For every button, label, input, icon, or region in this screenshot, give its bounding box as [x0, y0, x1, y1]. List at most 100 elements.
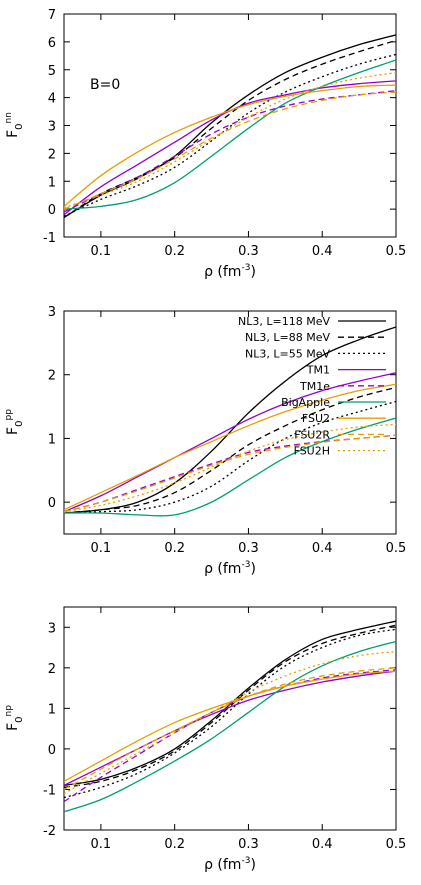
- y-tick-label-pp: 1: [48, 432, 56, 447]
- series-line-nl3-l-118-mev-nn: [64, 34, 396, 219]
- y-ticks-nn: -1 0 1 2 3 4 5 6 7: [43, 8, 396, 246]
- series-line-nl3-l-88-mev-np: [64, 624, 396, 789]
- x-tick-label-nn: 0.1: [91, 244, 112, 259]
- series-line-tm1e-np: [64, 669, 396, 803]
- y-tick-label-pp: 3: [48, 305, 56, 320]
- series-line-tm1-nn: [64, 80, 396, 216]
- series-line-tm1-np: [64, 670, 396, 786]
- series-line-fsu2r-np: [64, 667, 396, 791]
- y-axis-label-pp: F0pp: [4, 409, 25, 435]
- x-tick-label-pp: 0.2: [164, 541, 185, 556]
- series-line-fsu2-np: [64, 670, 396, 782]
- x-tick-label-nn: 0.3: [238, 244, 259, 259]
- y-label-sub-pp: 0: [14, 421, 25, 427]
- legend-label: FSU2: [302, 412, 330, 425]
- series-line-fsu2r-pp: [64, 434, 396, 513]
- y-tick-label-np: 2: [48, 662, 56, 677]
- y-axis-label-nn: F0nn: [4, 112, 25, 138]
- series-line-nl3-l-55-mev-pp: [64, 400, 396, 514]
- x-tick-label-np: 0.5: [386, 837, 407, 852]
- legend-label: FSU2H: [294, 445, 330, 458]
- legend-label: NL3, L=88 MeV: [245, 331, 330, 344]
- series-line-bigapple-np: [64, 640, 396, 813]
- y-label-base-nn: F: [5, 130, 21, 138]
- x-tick-label-nn: 0.4: [312, 244, 333, 259]
- y-label-sub-nn: 0: [14, 123, 25, 129]
- y-tick-label-np: -2: [43, 824, 56, 839]
- x-label-base-pp: ρ (fm: [204, 561, 241, 577]
- legend-label: FSU2R: [294, 428, 330, 441]
- y-tick-label-nn: 1: [48, 175, 56, 190]
- y-label-sub-np: 0: [14, 716, 25, 722]
- legend-label: NL3, L=55 MeV: [245, 347, 330, 360]
- series-line-fsu2r-nn: [64, 91, 396, 210]
- series-line-fsu2-nn: [64, 84, 396, 207]
- series-lines-pp: [64, 326, 396, 517]
- plot-frame-pp: [63, 310, 397, 535]
- x-tick-label-pp: 0.1: [91, 541, 112, 556]
- series-line-tm1e-pp: [64, 434, 396, 513]
- series-line-nl3-l-55-mev-np: [64, 628, 396, 799]
- x-tick-label-pp: 0.4: [312, 541, 333, 556]
- legend: NL3, L=118 MeV NL3, L=88 MeV NL3, L=55 MeV…: [238, 315, 386, 458]
- x-ticks-pp: 0.1 0.2 0.3 0.4 0.5: [91, 311, 407, 556]
- series-line-fsu2h-np: [64, 650, 396, 795]
- y-tick-label-nn: 7: [48, 8, 56, 23]
- y-tick-label-nn: 0: [48, 203, 56, 218]
- y-label-sup-pp: pp: [4, 409, 14, 421]
- x-label-tail-pp: ): [250, 561, 255, 577]
- y-tick-label-np: 3: [48, 621, 56, 636]
- y-tick-label-np: 1: [48, 702, 56, 717]
- x-tick-label-np: 0.4: [312, 837, 333, 852]
- plot-frame-nn: [63, 13, 397, 238]
- legend-label: TM1e: [299, 380, 330, 393]
- x-axis-label-pp: ρ (fm-3): [204, 560, 256, 577]
- x-axis-label-nn: ρ (fm-3): [204, 263, 256, 280]
- x-ticks-np: 0.1 0.2 0.3 0.4 0.5: [91, 607, 407, 852]
- series-lines-nn: [64, 34, 396, 219]
- x-tick-label-np: 0.3: [238, 837, 259, 852]
- series-line-nl3-l-55-mev-nn: [64, 53, 396, 217]
- x-label-sup-nn: -3: [241, 263, 250, 273]
- x-tick-label-np: 0.2: [164, 837, 185, 852]
- y-tick-label-pp: 2: [48, 369, 56, 384]
- y-tick-label-nn: -1: [43, 231, 56, 246]
- legend-label: BigApple: [281, 396, 330, 409]
- legend-label: NL3, L=118 MeV: [238, 315, 330, 328]
- series-line-fsu2h-pp: [64, 423, 396, 513]
- y-tick-label-pp: 0: [48, 496, 56, 511]
- y-tick-label-nn: 4: [48, 92, 56, 107]
- x-tick-label-np: 0.1: [91, 837, 112, 852]
- series-line-fsu2-pp: [64, 383, 396, 511]
- y-tick-label-nn: 2: [48, 147, 56, 162]
- annotation-b0: B=0: [90, 77, 120, 93]
- x-tick-label-nn: 0.2: [164, 244, 185, 259]
- y-tick-label-nn: 6: [48, 36, 56, 51]
- x-axis-label-np: ρ (fm-3): [204, 856, 256, 873]
- x-tick-label-nn: 0.5: [386, 244, 407, 259]
- y-tick-label-nn: 5: [48, 64, 56, 79]
- series-lines-np: [64, 620, 396, 813]
- series-line-nl3-l-88-mev-pp: [64, 386, 396, 514]
- y-label-base-pp: F: [5, 427, 21, 435]
- y-label-sup-np: np: [4, 705, 14, 717]
- x-label-sup-pp: -3: [241, 560, 250, 570]
- legend-label: TM1: [306, 364, 330, 377]
- y-label-base-np: F: [5, 723, 21, 731]
- x-ticks-nn: 0.1 0.2 0.3 0.4 0.5: [91, 14, 407, 259]
- y-ticks-pp: 0 1 2 3: [48, 305, 396, 511]
- y-label-sup-nn: nn: [4, 112, 14, 123]
- y-ticks-np: -2 -1 0 1 2 3: [43, 621, 396, 839]
- x-tick-label-pp: 0.5: [386, 541, 407, 556]
- series-line-fsu2h-nn: [64, 71, 396, 209]
- x-tick-label-pp: 0.3: [238, 541, 259, 556]
- x-label-tail-nn: ): [250, 264, 255, 280]
- x-label-sup-np: -3: [241, 856, 250, 866]
- series-line-nl3-l-118-mev-pp: [64, 326, 396, 514]
- plot-frame-np: [63, 606, 397, 831]
- y-tick-label-nn: 3: [48, 120, 56, 135]
- y-tick-label-np: 0: [48, 743, 56, 758]
